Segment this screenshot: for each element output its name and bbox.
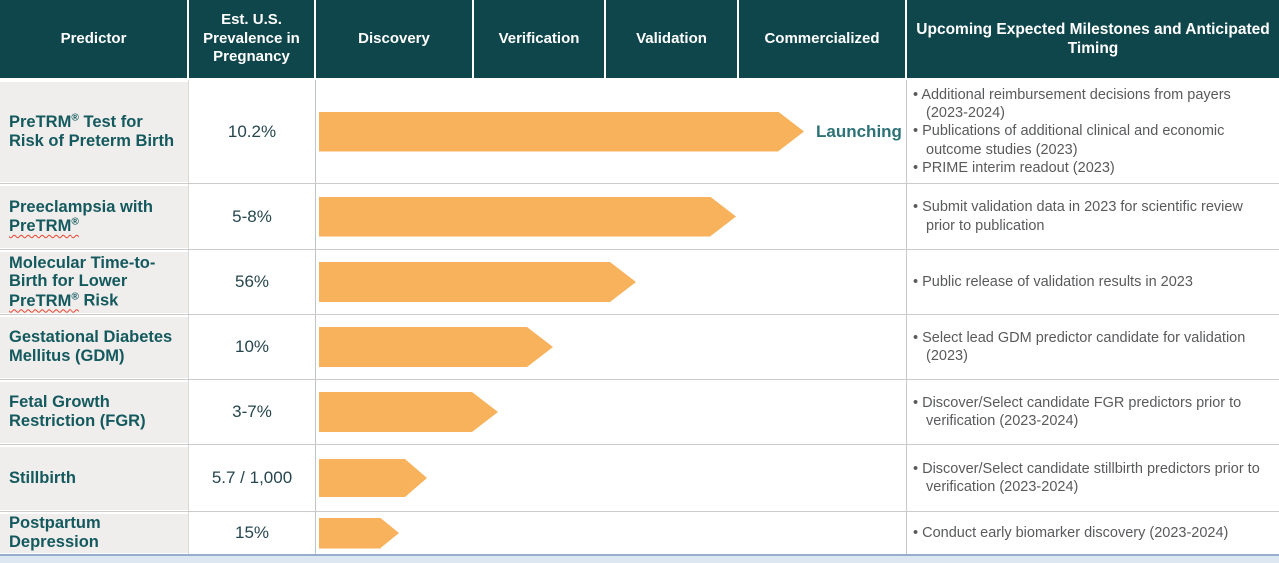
- stage-progress-cell: [316, 380, 907, 444]
- stage-progress-cell: [316, 315, 907, 379]
- column-header-prevalence: Est. U.S. Prevalence in Pregnancy: [189, 0, 316, 78]
- milestones-cell: Public release of validation results in …: [907, 250, 1279, 314]
- stage-progress-cell: Launching: [316, 80, 907, 183]
- column-header-discovery: Discovery: [316, 0, 474, 78]
- milestone-item: Public release of validation results in …: [913, 273, 1271, 291]
- prevalence-value: 56%: [189, 250, 316, 314]
- milestone-item: Additional reimbursement decisions from …: [913, 86, 1271, 123]
- progress-arrow: [319, 262, 636, 302]
- column-header-verification: Verification: [474, 0, 606, 78]
- launching-label: Launching: [816, 121, 902, 141]
- milestone-item: Discover/Select candidate FGR predictors…: [913, 394, 1271, 431]
- prevalence-value: 5.7 / 1,000: [189, 445, 316, 511]
- predictor-name: PreTRM® Test for Risk of Preterm Birth: [0, 80, 189, 183]
- predictor-name: Molecular Time-to-Birth for Lower PreTRM…: [0, 250, 189, 314]
- stage-progress-cell: [316, 512, 907, 554]
- stage-progress-cell: [316, 184, 907, 249]
- milestone-list: Conduct early biomarker discovery (2023-…: [913, 524, 1271, 542]
- table-row: Preeclampsia with PreTRM® 5-8% Submit va…: [0, 183, 1279, 249]
- milestones-cell: Conduct early biomarker discovery (2023-…: [907, 512, 1279, 554]
- column-header-commercialized: Commercialized: [739, 0, 907, 78]
- predictor-text: Stillbirth: [9, 468, 76, 487]
- progress-arrow: [319, 459, 427, 497]
- milestone-list: Discover/Select candidate FGR predictors…: [913, 394, 1271, 431]
- table-row: Fetal Growth Restriction (FGR) 3-7% Disc…: [0, 379, 1279, 444]
- prevalence-value: 10.2%: [189, 80, 316, 183]
- predictor-name: Stillbirth: [0, 445, 189, 511]
- prevalence-value: 10%: [189, 315, 316, 379]
- milestones-cell: Discover/Select candidate FGR predictors…: [907, 380, 1279, 444]
- predictor-name: Gestational Diabetes Mellitus (GDM): [0, 315, 189, 379]
- predictor-text: Risk: [78, 291, 119, 310]
- column-header-predictor: Predictor: [0, 0, 189, 78]
- milestones-cell: Submit validation data in 2023 for scien…: [907, 184, 1279, 249]
- predictor-text: Molecular Time-to-Birth for Lower: [9, 253, 156, 291]
- milestone-item: Conduct early biomarker discovery (2023-…: [913, 524, 1271, 542]
- milestones-cell: Additional reimbursement decisions from …: [907, 80, 1279, 183]
- prevalence-value: 15%: [189, 512, 316, 554]
- column-header-milestones: Upcoming Expected Milestones and Anticip…: [916, 20, 1270, 57]
- table-row: Molecular Time-to-Birth for Lower PreTRM…: [0, 249, 1279, 314]
- predictor-name: Postpartum Depression: [0, 512, 189, 554]
- milestone-list: Additional reimbursement decisions from …: [913, 86, 1271, 177]
- milestone-list: Select lead GDM predictor candidate for …: [913, 329, 1271, 366]
- table-row: PreTRM® Test for Risk of Preterm Birth 1…: [0, 80, 1279, 183]
- predictor-name: Fetal Growth Restriction (FGR): [0, 380, 189, 444]
- predictor-text: Postpartum Depression: [9, 514, 101, 551]
- milestone-item: PRIME interim readout (2023): [913, 159, 1271, 177]
- slide-bottom-edge: [0, 554, 1279, 563]
- progress-arrow: [319, 112, 804, 152]
- milestone-list: Submit validation data in 2023 for scien…: [913, 198, 1271, 235]
- milestone-list: Discover/Select candidate stillbirth pre…: [913, 460, 1271, 497]
- milestones-cell: Discover/Select candidate stillbirth pre…: [907, 445, 1279, 511]
- prevalence-value: 3-7%: [189, 380, 316, 444]
- milestones-cell: Select lead GDM predictor candidate for …: [907, 315, 1279, 379]
- milestone-item: Submit validation data in 2023 for scien…: [913, 198, 1271, 235]
- predictor-name: Preeclampsia with PreTRM®: [0, 184, 189, 249]
- milestone-item: Select lead GDM predictor candidate for …: [913, 329, 1271, 366]
- predictor-text-flagged: PreTRM®: [9, 216, 79, 235]
- predictor-text: Fetal Growth Restriction (FGR): [9, 393, 146, 430]
- progress-arrow: [319, 518, 399, 549]
- stage-progress-cell: [316, 445, 907, 511]
- table-header-row: Predictor Est. U.S. Prevalence in Pregna…: [0, 0, 1279, 80]
- prevalence-value: 5-8%: [189, 184, 316, 249]
- milestone-item: Discover/Select candidate stillbirth pre…: [913, 460, 1271, 497]
- predictor-text-flagged: PreTRM®: [9, 291, 79, 310]
- table-row: Postpartum Depression 15% Conduct early …: [0, 511, 1279, 554]
- predictor-text: Preeclampsia with: [9, 197, 153, 216]
- column-header-validation: Validation: [606, 0, 739, 78]
- stage-progress-cell: [316, 250, 907, 314]
- predictor-text: PreTRM® Test for Risk of Preterm Birth: [9, 112, 175, 150]
- progress-arrow: [319, 392, 498, 432]
- progress-arrow: [319, 197, 736, 237]
- milestone-item: Publications of additional clinical and …: [913, 122, 1271, 159]
- table-row: Gestational Diabetes Mellitus (GDM) 10% …: [0, 314, 1279, 379]
- table-row: Stillbirth 5.7 / 1,000 Discover/Select c…: [0, 444, 1279, 511]
- progress-arrow: [319, 327, 553, 367]
- predictor-text: Gestational Diabetes Mellitus (GDM): [9, 328, 173, 365]
- milestone-list: Public release of validation results in …: [913, 273, 1271, 291]
